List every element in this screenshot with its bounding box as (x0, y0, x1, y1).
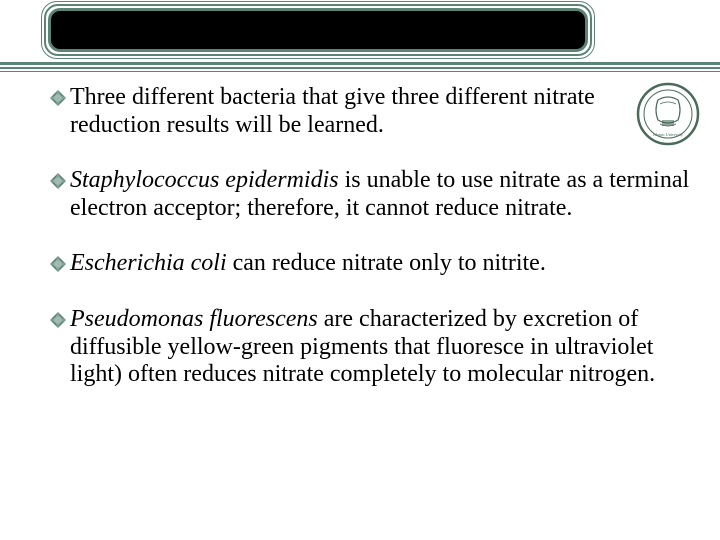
diamond-bullet-icon (48, 171, 68, 191)
divider-line-3 (0, 71, 720, 72)
divider-line-1 (0, 62, 720, 65)
bullet-item: Staphylococcus epidermidis is unable to … (48, 167, 690, 222)
bullet-text: Pseudomonas fluorescens are characterize… (70, 306, 690, 389)
bullet-text: Staphylococcus epidermidis is unable to … (70, 167, 690, 222)
bullet-item: Pseudomonas fluorescens are characterize… (48, 306, 690, 389)
slide-content: Three different bacteria that give three… (48, 84, 690, 417)
bullet-text: Escherichia coli can reduce nitrate only… (70, 250, 546, 278)
bullet-text: Three different bacteria that give three… (70, 84, 600, 139)
divider-line-2 (0, 67, 720, 69)
bullet-item: Escherichia coli can reduce nitrate only… (48, 250, 690, 278)
diamond-bullet-icon (48, 254, 68, 274)
diamond-bullet-icon (48, 310, 68, 330)
diamond-bullet-icon (48, 88, 68, 108)
title-box (48, 8, 588, 52)
bullet-item: Three different bacteria that give three… (48, 84, 690, 139)
slide-header (0, 0, 720, 74)
